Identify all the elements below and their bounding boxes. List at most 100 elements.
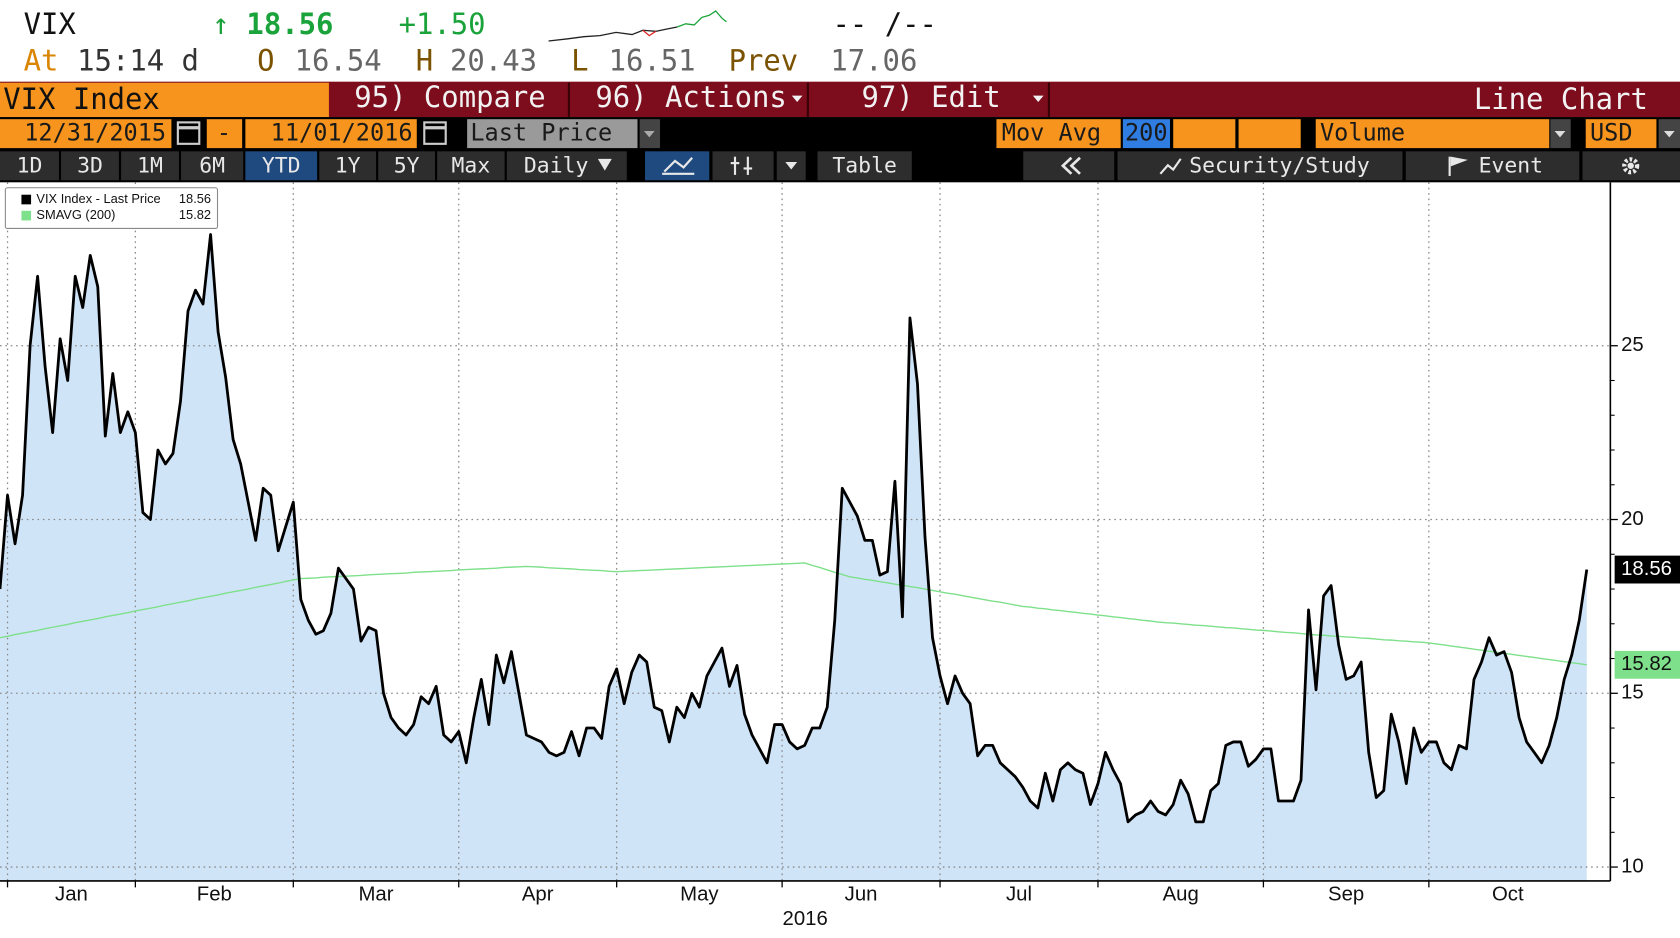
period-label: 1M — [137, 153, 163, 178]
legend-label: VIX Index - Last Price — [36, 191, 160, 206]
period-button[interactable] — [181, 151, 244, 181]
security-box[interactable] — [0, 82, 329, 118]
actions-button[interactable]: 96) Actions — [595, 80, 786, 114]
prev-label: Prev — [729, 43, 799, 77]
event: Event — [1479, 153, 1543, 178]
start-date-field[interactable] — [0, 119, 172, 149]
collapse-icon — [1060, 156, 1073, 175]
mov-avg-period-field[interactable] — [1122, 119, 1170, 149]
period-label: 1Y — [335, 153, 361, 178]
event-button[interactable] — [1405, 151, 1580, 181]
prev: 17.06 — [830, 43, 917, 77]
series-line — [0, 233, 1589, 824]
volume: Volume — [1320, 119, 1405, 147]
period-label: Max — [452, 153, 491, 178]
table-button[interactable] — [817, 151, 912, 181]
x-tick-label: Jul — [1006, 883, 1032, 905]
low: 16.51 — [609, 43, 696, 77]
table: Table — [832, 153, 896, 178]
x-tick-label: Aug — [1163, 883, 1199, 905]
x-tick-label: Apr — [522, 883, 554, 905]
sparkline-up — [676, 10, 727, 28]
volume-select[interactable] — [1315, 119, 1550, 149]
end-date-field[interactable] — [245, 119, 417, 149]
x-tick-label: Mar — [358, 883, 393, 905]
high-label: H — [416, 43, 433, 77]
mov-avg-field[interactable] — [1238, 119, 1301, 149]
mov-avg-field[interactable] — [1173, 119, 1236, 149]
menu-bar: VIX Index 95) Compare 96) Actions 97) Ed… — [0, 80, 1680, 118]
collapse-icon — [1069, 156, 1081, 175]
period-button[interactable] — [0, 151, 59, 181]
study-icon — [1159, 158, 1182, 175]
edit-button[interactable]: 97) Edit — [861, 80, 1000, 114]
security: VIX Index — [3, 82, 160, 116]
legend-swatch — [21, 194, 32, 205]
period-button[interactable] — [245, 151, 318, 181]
x-tick-label: Sep — [1328, 883, 1364, 905]
x-tick-label: Oct — [1492, 883, 1524, 905]
flag-icon — [1450, 156, 1468, 167]
dash-box — [206, 119, 243, 149]
legend-label: SMAVG (200) — [36, 207, 115, 222]
calendar-icon[interactable] — [423, 121, 447, 145]
line-chart-icon — [663, 157, 693, 173]
y-tick-label: 15 — [1621, 682, 1644, 704]
dropdown-arrow — [791, 95, 803, 103]
bid-ask: -- /-- — [833, 7, 937, 41]
series-line — [0, 562, 1587, 666]
compare-button[interactable]: 95) Compare — [354, 80, 545, 114]
period-button[interactable] — [319, 151, 377, 181]
last-price: 18.56 — [246, 7, 333, 41]
start-date: 12/31/2015 — [24, 119, 166, 147]
line-chart-icon-button[interactable] — [645, 151, 710, 181]
bar-chart-icon-button[interactable] — [712, 151, 774, 181]
last-value-label: 18.56 — [1621, 558, 1672, 580]
time: 15:14 d — [77, 43, 199, 77]
field: Last Price — [470, 119, 612, 147]
high: 20.43 — [450, 43, 537, 77]
last-value-tag — [1614, 650, 1680, 679]
dropdown-arrow — [597, 158, 612, 171]
net-change: +1.50 — [399, 7, 486, 41]
x-axis-label: 2016 — [783, 908, 828, 930]
frequency: Daily — [524, 153, 589, 178]
period-label: 3D — [77, 153, 103, 178]
sparkline-down — [642, 29, 657, 37]
dropdown-arrow — [1663, 130, 1675, 138]
x-tick-label: Feb — [197, 883, 232, 905]
date-dash: - — [217, 119, 231, 147]
view-name: Line Chart — [1474, 82, 1648, 116]
price-area — [0, 234, 1587, 881]
dropdown-arrow — [1554, 130, 1566, 138]
y-tick-label: 10 — [1621, 855, 1644, 877]
mov-avg-period: 200 — [1125, 119, 1168, 147]
last-value-tag — [1614, 555, 1680, 584]
period-label: YTD — [262, 153, 301, 178]
open-label: O — [257, 43, 274, 77]
period-button[interactable] — [61, 151, 119, 181]
collapse-button[interactable] — [1023, 151, 1115, 181]
gear-icon — [1622, 157, 1640, 175]
up-arrow: ↑ — [212, 7, 229, 41]
dropdown-arrow — [785, 162, 798, 170]
currency: USD — [1590, 119, 1633, 147]
field-select[interactable] — [467, 119, 638, 149]
legend-value: 15.82 — [179, 207, 211, 222]
x-tick-label: Jan — [55, 883, 88, 905]
period-button[interactable] — [121, 151, 179, 181]
y-tick-label: 25 — [1621, 334, 1644, 356]
security-study-button[interactable] — [1117, 151, 1403, 181]
x-tick-label: Jun — [845, 883, 878, 905]
period-button[interactable] — [378, 151, 435, 181]
period-button[interactable] — [437, 151, 505, 181]
x-tick-label: May — [680, 883, 719, 905]
chart: Jan Feb Mar Apr May Jun Jul Aug Sep Oct 2016 10 15 20… — [0, 182, 1680, 930]
calendar-icon[interactable] — [176, 121, 201, 145]
currency-select[interactable] — [1585, 119, 1657, 149]
period-label: 6M — [199, 153, 225, 178]
mov-avg-label: Mov Avg — [1002, 119, 1101, 147]
toolbar: Daily Table Security/Study Event 1D 3D 1M 6… — [0, 151, 1680, 181]
time-label: At — [24, 43, 59, 77]
